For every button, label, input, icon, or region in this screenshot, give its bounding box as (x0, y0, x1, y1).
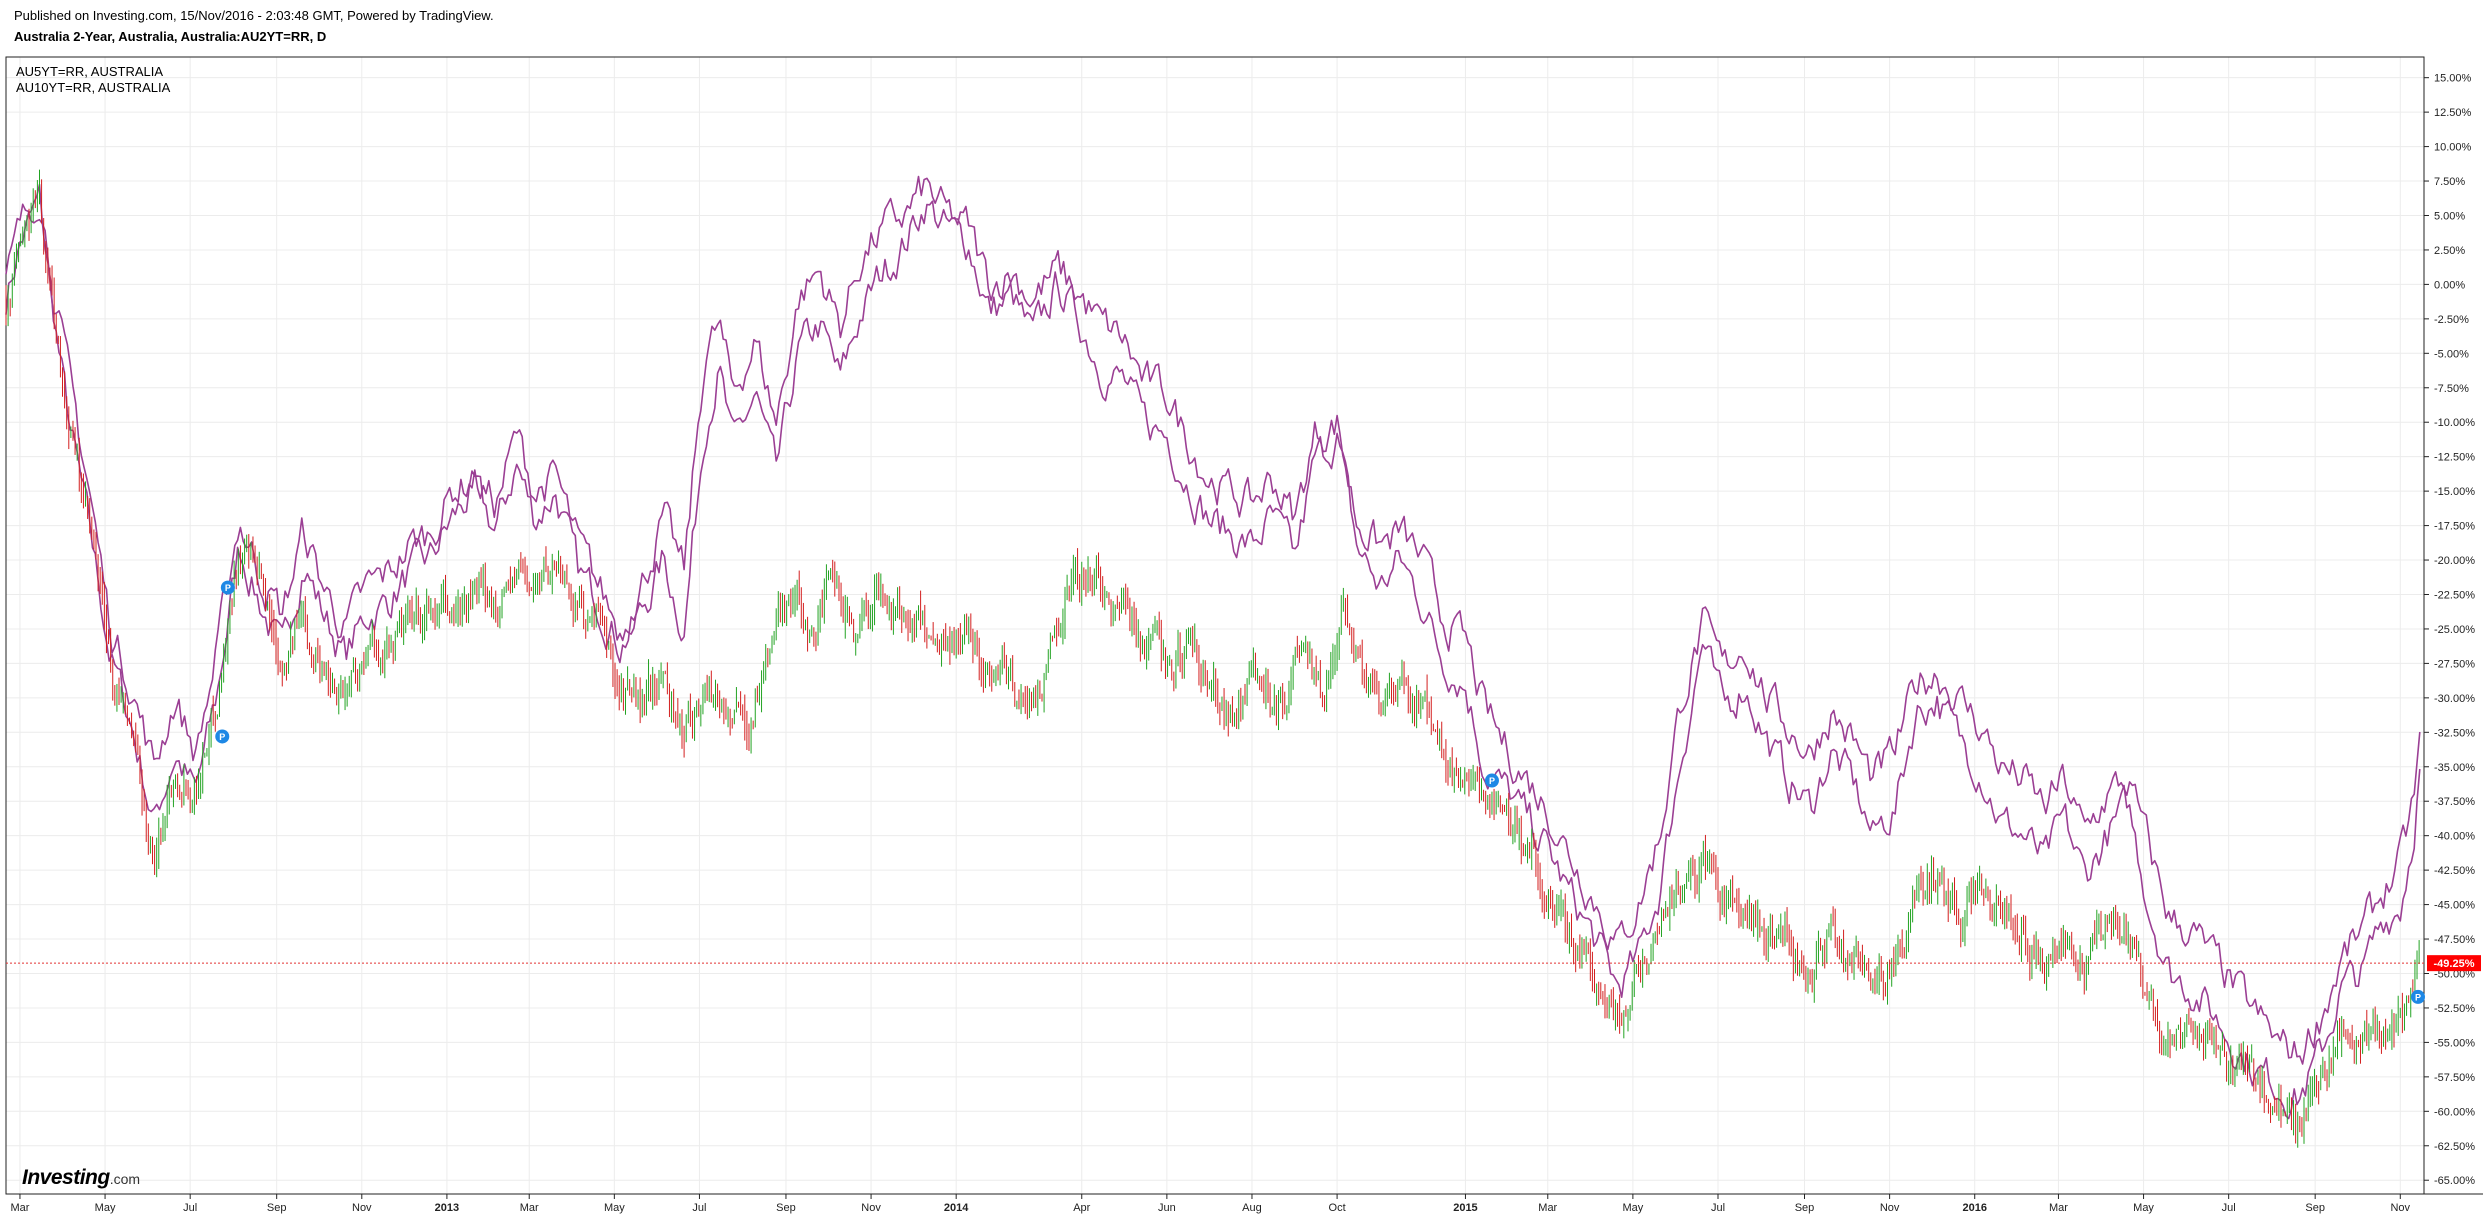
event-marker-icon[interactable] (2411, 989, 2425, 1004)
event-marker-icon[interactable] (215, 729, 230, 744)
y-tick-label: -20.00% (2434, 555, 2475, 567)
current-price-badge (2427, 955, 2481, 972)
event-marker-label: P (1489, 776, 1495, 786)
series-line-au10y[interactable] (5, 175, 2421, 1065)
x-tick-label: Sep (267, 1202, 287, 1214)
x-tick-label: Jul (1711, 1202, 1725, 1214)
x-tick-label: 2013 (435, 1202, 459, 1214)
y-tick-label: 0.00% (2434, 279, 2465, 291)
x-tick-label: 2014 (944, 1202, 969, 1214)
y-tick-label: -62.50% (2434, 1141, 2475, 1153)
y-tick-label: -2.50% (2434, 314, 2469, 326)
y-tick-label: -12.50% (2434, 452, 2475, 464)
event-marker-icon[interactable] (1484, 773, 1499, 788)
current-price-label: -49.25% (2434, 958, 2475, 970)
y-tick-label: -60.00% (2434, 1106, 2475, 1118)
x-tick-label: May (2133, 1202, 2154, 1214)
y-tick-label: -42.50% (2434, 865, 2475, 877)
x-tick-label: Jul (183, 1202, 197, 1214)
chart-header: Published on Investing.com, 15/Nov/2016 … (14, 6, 494, 48)
y-tick-label: -47.50% (2434, 934, 2475, 946)
x-tick-label: Mar (10, 1202, 29, 1214)
legend-item-au5y[interactable]: AU5YT=RR, AUSTRALIA (16, 64, 164, 79)
x-tick-label: Mar (520, 1202, 539, 1214)
y-tick-label: -10.00% (2434, 417, 2475, 429)
x-tick-label: Jul (2222, 1202, 2236, 1214)
legend: AU5YT=RR, AUSTRALIA AU10YT=RR, AUSTRALIA (16, 64, 170, 96)
event-marker-label: P (2415, 992, 2421, 1002)
x-tick-label: Nov (861, 1202, 881, 1214)
y-tick-label: 5.00% (2434, 210, 2465, 222)
x-tick-label: Aug (1242, 1202, 1262, 1214)
y-tick-label: -37.50% (2434, 796, 2475, 808)
y-tick-label: -45.00% (2434, 900, 2475, 912)
series-line-au5y[interactable] (5, 183, 2421, 1120)
x-tick-label: Nov (352, 1202, 372, 1214)
event-marker-icon[interactable] (220, 580, 235, 595)
y-tick-label: -27.50% (2434, 658, 2475, 670)
y-tick-label: -25.00% (2434, 624, 2475, 636)
x-tick-label: May (1622, 1202, 1643, 1214)
y-tick-label: -17.50% (2434, 521, 2475, 533)
event-marker-label: P (225, 583, 231, 593)
y-tick-label: -40.00% (2434, 831, 2475, 843)
chart-title: Australia 2-Year, Australia, Australia:A… (14, 29, 327, 44)
y-tick-label: -35.00% (2434, 762, 2475, 774)
x-tick-label: 2015 (1453, 1202, 1477, 1214)
y-tick-label: 12.50% (2434, 107, 2472, 119)
x-tick-label: Sep (776, 1202, 796, 1214)
y-tick-label: -5.00% (2434, 348, 2469, 360)
logo-main-text: Investing (22, 1166, 110, 1189)
plot-frame (5, 56, 2425, 1195)
y-tick-label: 15.00% (2434, 73, 2472, 85)
y-tick-label: -7.50% (2434, 383, 2469, 395)
y-tick-label: -52.50% (2434, 1003, 2475, 1015)
x-tick-label: Nov (2390, 1202, 2410, 1214)
x-tick-label: Sep (2305, 1202, 2325, 1214)
event-marker-label: P (219, 732, 225, 742)
x-tick-label: Oct (1329, 1202, 1346, 1214)
y-tick-label: 7.50% (2434, 176, 2465, 188)
x-tick-label: Sep (1795, 1202, 1815, 1214)
x-tick-label: Mar (1538, 1202, 1557, 1214)
y-tick-label: 10.00% (2434, 142, 2472, 154)
investing-logo: Investing.com (22, 1166, 140, 1190)
x-tick-label: Mar (2049, 1202, 2068, 1214)
legend-item-au10y[interactable]: AU10YT=RR, AUSTRALIA (16, 80, 171, 95)
y-tick-label: -55.00% (2434, 1037, 2475, 1049)
y-tick-label: -22.50% (2434, 589, 2475, 601)
x-tick-label: May (95, 1202, 116, 1214)
x-tick-label: Apr (1073, 1202, 1090, 1214)
x-tick-label: Jun (1158, 1202, 1176, 1214)
y-tick-label: 2.50% (2434, 245, 2465, 257)
x-tick-label: Nov (1880, 1202, 1900, 1214)
x-tick-label: 2016 (1962, 1202, 1986, 1214)
y-tick-label: -65.00% (2434, 1175, 2475, 1187)
y-tick-label: -32.50% (2434, 727, 2475, 739)
x-tick-label: Jul (692, 1202, 706, 1214)
y-tick-label: -30.00% (2434, 693, 2475, 705)
y-tick-label: -57.50% (2434, 1072, 2475, 1084)
y-tick-label: -15.00% (2434, 486, 2475, 498)
x-tick-label: May (604, 1202, 625, 1214)
published-note: Published on Investing.com, 15/Nov/2016 … (14, 8, 494, 23)
y-tick-label: -50.00% (2434, 968, 2475, 980)
logo-sub-text: .com (109, 1171, 141, 1187)
